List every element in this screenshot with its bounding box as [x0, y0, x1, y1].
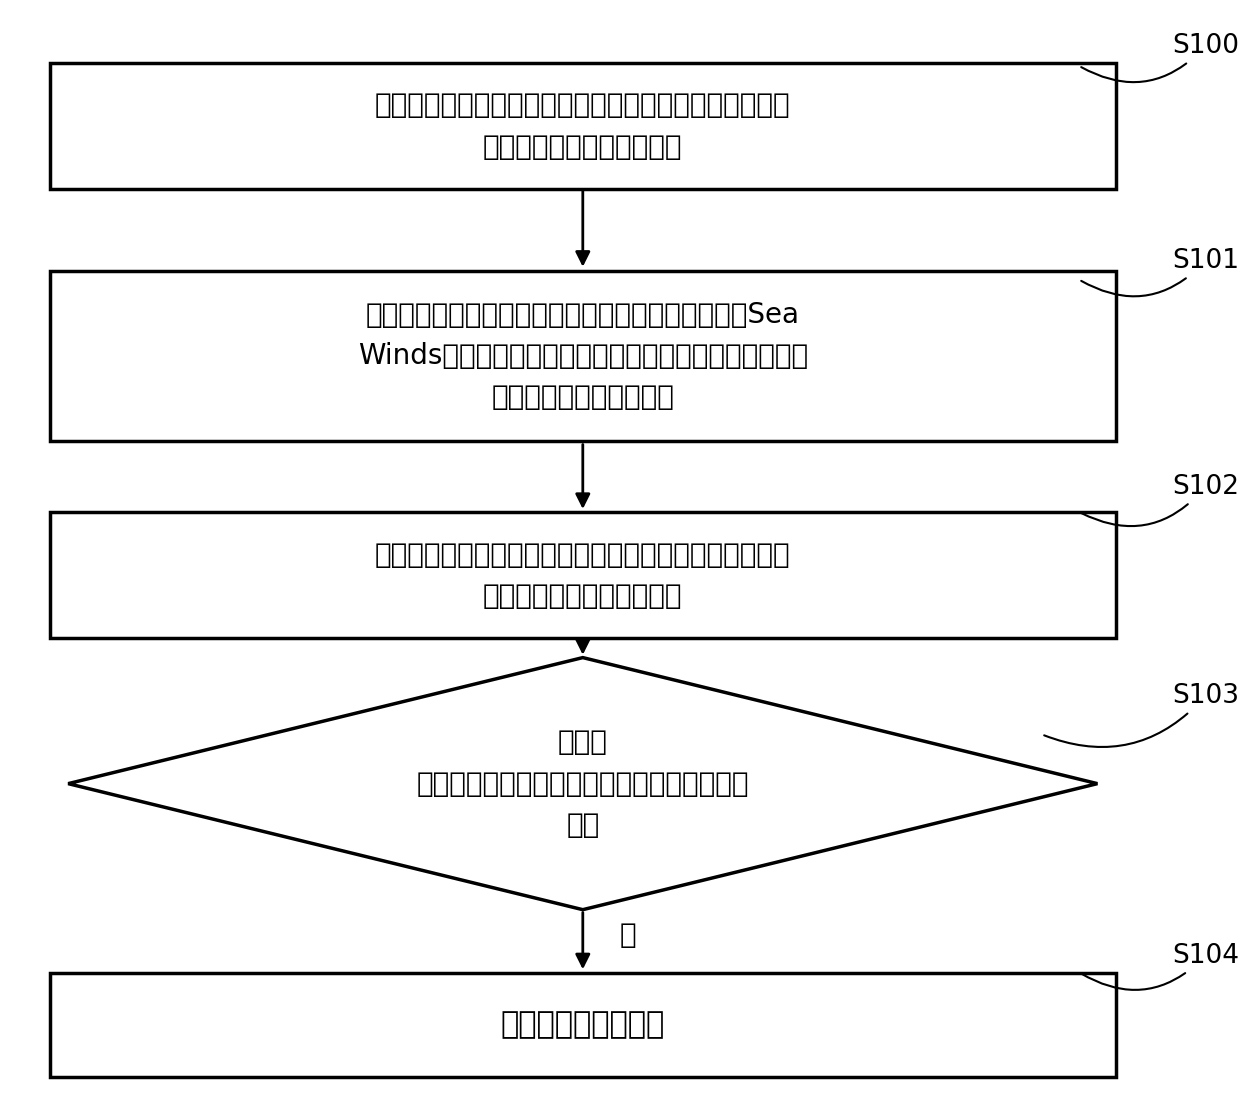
Polygon shape: [68, 658, 1097, 910]
Text: S104: S104: [1081, 943, 1239, 990]
Text: 对所述象元作一标记: 对所述象元作一标记: [501, 1011, 665, 1039]
Text: S103: S103: [1044, 683, 1239, 747]
Bar: [50, 513, 1116, 638]
Text: S101: S101: [1081, 248, 1239, 296]
Text: 判断所
述目标模糊解的总灰度值是否大于预设的灰度
阈值: 判断所 述目标模糊解的总灰度值是否大于预设的灰度 阈值: [417, 729, 749, 838]
Text: 根据获取到的由风场引起后的风向散射截面积来确定Sea
Winds散射计星下点风矢量反演中的象元的各模糊解以及
各所述模糊解的总灰度值: 根据获取到的由风场引起后的风向散射截面积来确定Sea Winds散射计星下点风矢…: [357, 301, 808, 411]
Text: S102: S102: [1081, 473, 1239, 526]
Bar: [50, 973, 1116, 1076]
Bar: [50, 62, 1116, 189]
Text: 纠正降雨对散射计观测信号的干扰，获取较准确的由风场
引起的雷达后向散射截面积: 纠正降雨对散射计观测信号的干扰，获取较准确的由风场 引起的雷达后向散射截面积: [374, 91, 791, 161]
Text: 是: 是: [620, 921, 636, 949]
Bar: [50, 272, 1116, 441]
Text: 将各所述模糊解与数值风场数据进行对比，找出与数值风
场数据最接近的目标模糊解: 将各所述模糊解与数值风场数据进行对比，找出与数值风 场数据最接近的目标模糊解: [374, 540, 791, 610]
Text: S100: S100: [1081, 33, 1239, 82]
